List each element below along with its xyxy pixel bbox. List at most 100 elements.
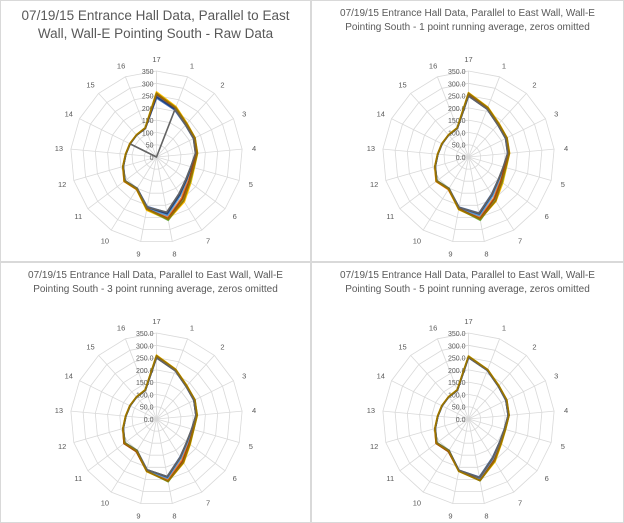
- grid-ring: [406, 357, 531, 480]
- category-label: 12: [370, 442, 378, 451]
- category-label: 13: [55, 144, 63, 153]
- grid-spoke: [391, 380, 469, 420]
- category-label: 16: [117, 324, 125, 333]
- category-label: 11: [386, 474, 394, 483]
- tick-label: 100.0: [136, 392, 154, 399]
- category-label: 14: [65, 371, 73, 380]
- grid-spoke: [422, 156, 469, 231]
- category-label: 17: [464, 55, 472, 64]
- tick-label: 200.0: [448, 368, 466, 375]
- grid-spoke: [410, 93, 469, 158]
- category-label: 3: [242, 371, 246, 380]
- series-line: [434, 356, 510, 481]
- category-label: 10: [101, 498, 109, 507]
- grid-spoke: [468, 418, 485, 504]
- grid-spoke: [98, 355, 157, 420]
- grid-spoke: [385, 156, 469, 181]
- category-label: 15: [86, 81, 94, 90]
- tick-label: 350.0: [448, 69, 466, 76]
- category-label: 3: [554, 109, 558, 118]
- category-label: 13: [55, 406, 63, 415]
- category-label: 6: [545, 474, 549, 483]
- category-label: 16: [117, 62, 125, 71]
- radar-chart-svg: 12345678910111213141516170.050.0100.0150…: [367, 55, 568, 258]
- series-line: [434, 356, 510, 480]
- tick-label: 350.0: [136, 331, 154, 338]
- category-label: 14: [377, 371, 385, 380]
- chart-panel-raw: 07/19/15 Entrance Hall Data, Parallel to…: [0, 0, 311, 262]
- grid-spoke: [399, 418, 469, 472]
- grid-spoke: [391, 118, 469, 158]
- grid-ring: [131, 393, 182, 444]
- category-label: 12: [58, 180, 66, 189]
- chart-title: 07/19/15 Entrance Hall Data, Parallel to…: [340, 8, 595, 33]
- grid-spoke: [110, 156, 157, 231]
- chart-panel-5pt: 07/19/15 Entrance Hall Data, Parallel to…: [311, 262, 624, 523]
- category-label: 8: [172, 249, 176, 258]
- category-label: 12: [58, 442, 66, 451]
- tick-label: 150.0: [448, 380, 466, 387]
- grid-spoke: [468, 338, 500, 420]
- tick-label: 250.0: [136, 356, 154, 363]
- tick-label: 100.0: [448, 392, 466, 399]
- series-line: [122, 354, 198, 483]
- grid-spoke: [437, 76, 469, 158]
- category-label: 9: [136, 511, 140, 520]
- grid-spoke: [468, 148, 555, 158]
- category-label: 9: [448, 249, 452, 258]
- category-label: 11: [74, 212, 82, 221]
- category-label: 1: [502, 62, 506, 71]
- tick-label: 50: [146, 143, 154, 150]
- grid-spoke: [156, 338, 188, 420]
- category-label: 4: [564, 406, 568, 415]
- grid-ring: [406, 95, 531, 218]
- tick-label: 50.0: [452, 143, 466, 150]
- category-label: 15: [398, 81, 406, 90]
- category-label: 6: [233, 474, 237, 483]
- tick-label: 250: [142, 94, 154, 101]
- grid-spoke: [468, 410, 555, 420]
- category-label: 15: [86, 343, 94, 352]
- grid-spoke: [87, 418, 157, 472]
- grid-ring: [82, 344, 231, 492]
- grid-ring: [443, 393, 494, 444]
- grid-ring: [394, 344, 543, 492]
- category-label: 10: [413, 498, 421, 507]
- category-label: 8: [172, 511, 176, 520]
- category-label: 9: [136, 249, 140, 258]
- grid-ring: [94, 357, 219, 480]
- grid-spoke: [156, 148, 243, 158]
- tick-label: 0.0: [456, 155, 466, 162]
- grid-spoke: [156, 418, 203, 493]
- category-label: 14: [377, 109, 385, 118]
- grid-spoke: [382, 410, 469, 420]
- grid-ring: [119, 119, 194, 194]
- tick-label: 0.0: [144, 417, 154, 424]
- grid-spoke: [468, 418, 552, 443]
- category-label: 4: [564, 144, 568, 153]
- tick-label: 300.0: [448, 81, 466, 88]
- series-line: [434, 92, 511, 221]
- category-label: 7: [206, 498, 210, 507]
- category-label: 10: [413, 236, 421, 245]
- category-label: 17: [152, 317, 160, 326]
- tick-label: 0: [150, 155, 154, 162]
- tick-label: 150.0: [448, 118, 466, 125]
- grid-spoke: [385, 418, 469, 443]
- grid-ring: [431, 119, 506, 194]
- grid-spoke: [452, 156, 469, 242]
- chart-title: 07/19/15 Entrance Hall Data, Parallel to…: [28, 270, 283, 295]
- grid-spoke: [452, 418, 469, 504]
- grid-spoke: [156, 156, 240, 181]
- grid-spoke: [399, 156, 469, 210]
- category-label: 4: [252, 144, 256, 153]
- chart-title: 07/19/15 Entrance Hall Data, Parallel to…: [340, 270, 595, 295]
- grid-spoke: [422, 418, 469, 493]
- category-label: 5: [561, 442, 565, 451]
- series-line: [122, 92, 199, 221]
- grid-spoke: [140, 156, 157, 242]
- grid-spoke: [125, 338, 157, 420]
- category-label: 1: [190, 324, 194, 333]
- grid-ring: [119, 381, 194, 456]
